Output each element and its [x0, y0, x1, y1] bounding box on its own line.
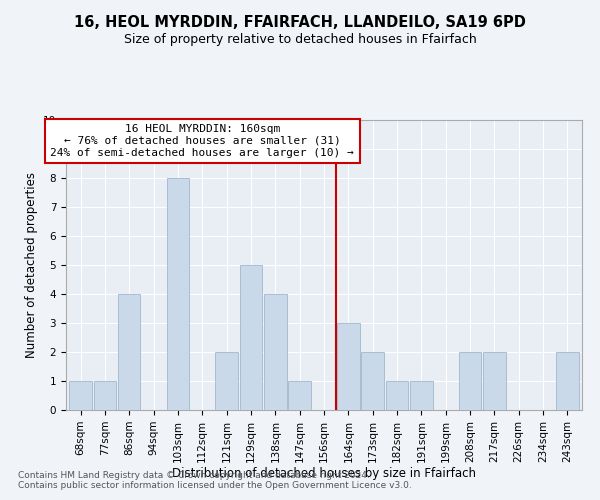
- Bar: [215, 352, 238, 410]
- Bar: [556, 352, 578, 410]
- Text: 16, HEOL MYRDDIN, FFAIRFACH, LLANDEILO, SA19 6PD: 16, HEOL MYRDDIN, FFAIRFACH, LLANDEILO, …: [74, 15, 526, 30]
- Y-axis label: Number of detached properties: Number of detached properties: [25, 172, 38, 358]
- Bar: [118, 294, 140, 410]
- Bar: [361, 352, 384, 410]
- Bar: [94, 381, 116, 410]
- X-axis label: Distribution of detached houses by size in Ffairfach: Distribution of detached houses by size …: [172, 468, 476, 480]
- Bar: [483, 352, 506, 410]
- Bar: [337, 323, 359, 410]
- Text: Size of property relative to detached houses in Ffairfach: Size of property relative to detached ho…: [124, 32, 476, 46]
- Bar: [386, 381, 408, 410]
- Text: Contains HM Land Registry data © Crown copyright and database right 2024.
Contai: Contains HM Land Registry data © Crown c…: [18, 470, 412, 490]
- Bar: [459, 352, 481, 410]
- Bar: [410, 381, 433, 410]
- Bar: [167, 178, 189, 410]
- Bar: [240, 265, 262, 410]
- Text: 16 HEOL MYRDDIN: 160sqm
← 76% of detached houses are smaller (31)
24% of semi-de: 16 HEOL MYRDDIN: 160sqm ← 76% of detache…: [50, 124, 354, 158]
- Bar: [70, 381, 92, 410]
- Bar: [289, 381, 311, 410]
- Bar: [264, 294, 287, 410]
